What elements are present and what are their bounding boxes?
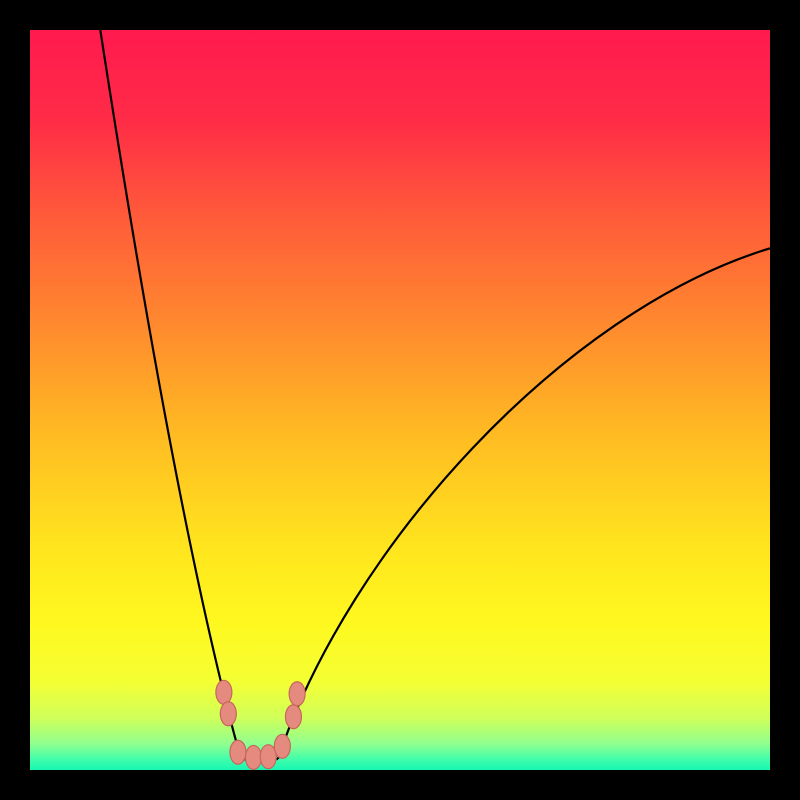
marker-point <box>245 745 261 769</box>
plot-area <box>30 30 770 770</box>
gradient-background <box>30 30 770 770</box>
frame-border-bottom <box>0 770 800 800</box>
marker-point <box>220 702 236 726</box>
marker-point <box>274 734 290 758</box>
frame-border-top <box>0 0 800 30</box>
marker-point <box>285 705 301 729</box>
marker-point <box>230 740 246 764</box>
frame-border-right <box>770 0 800 800</box>
frame-border-left <box>0 0 30 800</box>
marker-point <box>216 680 232 704</box>
chart-svg <box>30 30 770 770</box>
marker-point <box>289 682 305 706</box>
